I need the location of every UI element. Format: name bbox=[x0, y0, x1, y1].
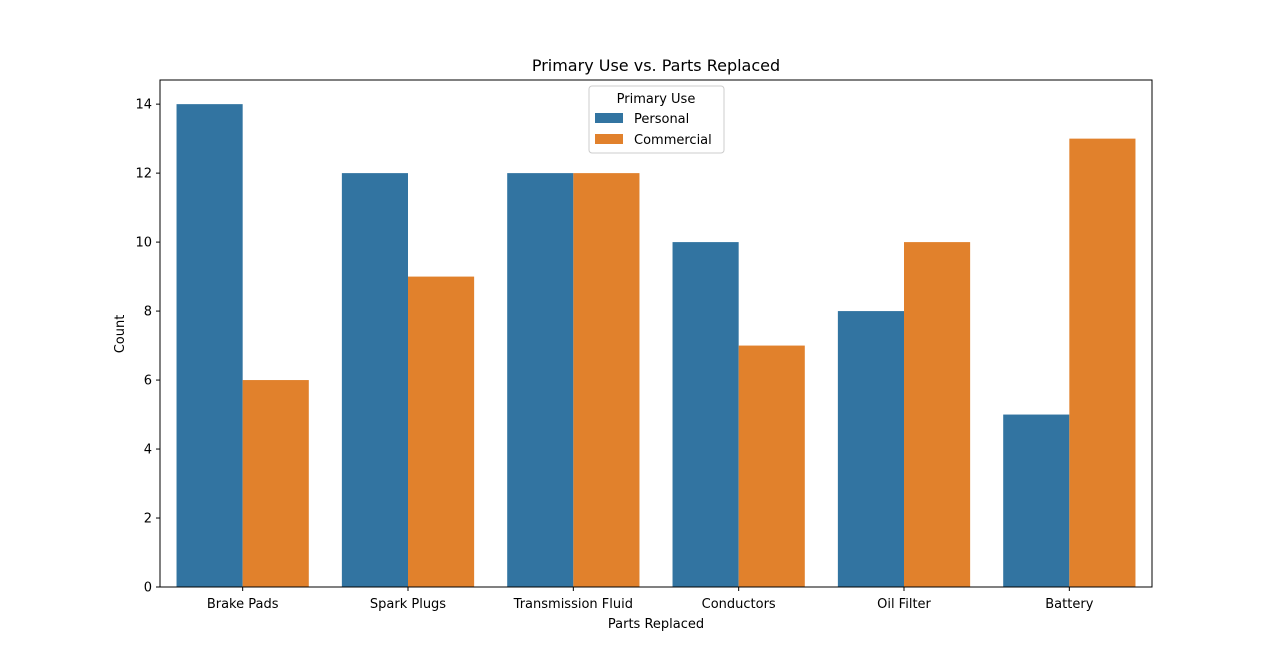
legend-label-personal: Personal bbox=[634, 112, 689, 127]
legend: Primary Use Personal Commercial bbox=[588, 85, 725, 154]
x-tick-label: Brake Pads bbox=[207, 597, 279, 612]
bar-personal-0 bbox=[176, 104, 243, 588]
y-tick-label: 4 bbox=[144, 443, 152, 458]
bar-commercial-2 bbox=[573, 173, 640, 588]
x-tick-label: Spark Plugs bbox=[370, 597, 446, 612]
bar-personal-3 bbox=[672, 242, 739, 587]
legend-swatch-personal bbox=[595, 113, 623, 123]
legend-swatch-commercial bbox=[595, 134, 623, 144]
bar-personal-5 bbox=[1003, 414, 1070, 587]
bar-commercial-1 bbox=[408, 276, 475, 587]
legend-label-commercial: Commercial bbox=[634, 133, 712, 148]
y-tick-label: 14 bbox=[135, 98, 152, 113]
y-tick-label: 2 bbox=[144, 512, 152, 527]
y-tick-label: 12 bbox=[135, 167, 152, 182]
bar-personal-4 bbox=[837, 311, 904, 587]
bar-personal-2 bbox=[507, 173, 574, 588]
x-tick-label: Transmission Fluid bbox=[513, 597, 633, 612]
bar-commercial-3 bbox=[738, 345, 805, 587]
x-tick-label: Oil Filter bbox=[877, 597, 931, 612]
x-tick-label: Battery bbox=[1045, 597, 1093, 612]
bar-commercial-4 bbox=[904, 242, 971, 587]
bar-personal-1 bbox=[341, 173, 408, 588]
y-axis-label: Count bbox=[113, 315, 128, 354]
axes-frame bbox=[159, 79, 1153, 588]
x-axis-label: Parts Replaced bbox=[608, 617, 704, 632]
legend-title: Primary Use bbox=[617, 92, 696, 107]
plot-area: Brake Pads Spark Plugs Transmission Fluid C… bbox=[135, 79, 1153, 612]
x-tick-label: Conductors bbox=[702, 597, 776, 612]
bar-commercial-0 bbox=[242, 380, 309, 587]
y-tick-label: 8 bbox=[144, 305, 152, 320]
y-tick-label: 10 bbox=[135, 236, 152, 251]
y-tick-label: 0 bbox=[144, 581, 152, 596]
y-tick-label: 6 bbox=[144, 374, 152, 389]
bar-commercial-5 bbox=[1069, 138, 1136, 587]
chart-title: Primary Use vs. Parts Replaced bbox=[532, 56, 780, 75]
